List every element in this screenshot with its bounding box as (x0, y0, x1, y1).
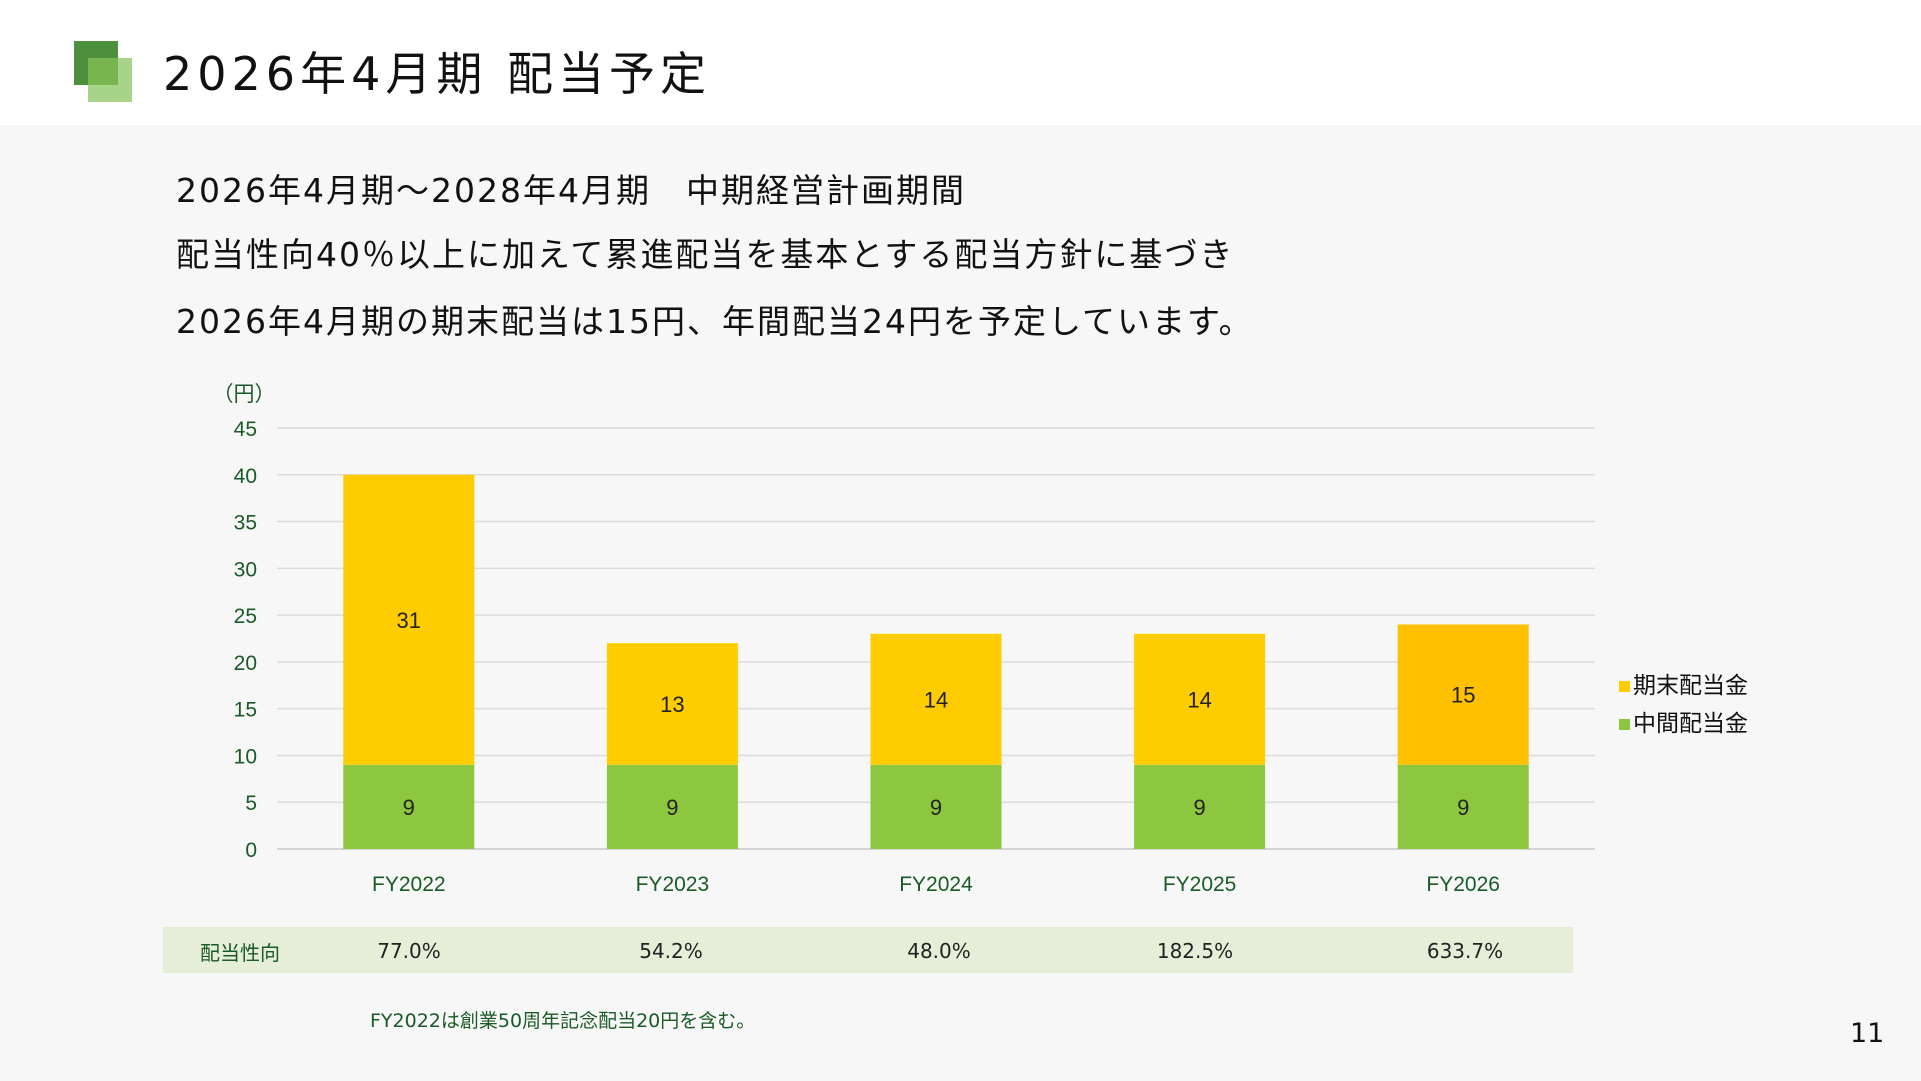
payout-ratio-value: 182.5% (1156, 939, 1234, 963)
y-tick-label: 15 (234, 699, 257, 722)
intro-line-2: 配当性向40％以上に加えて累進配当を基本とする配当方針に基づき (176, 235, 1235, 274)
data-label: 13 (660, 692, 684, 717)
bar-interim-dividend (870, 764, 1002, 849)
bar-interim-dividend (1134, 764, 1266, 849)
legend-swatch (1619, 681, 1630, 692)
x-tick-label: FY2024 (899, 873, 973, 896)
y-tick-label: 20 (234, 652, 257, 675)
y-tick-label: 35 (234, 512, 257, 535)
bar-year-end-dividend (870, 633, 1002, 765)
data-label: 31 (397, 608, 421, 633)
bar-year-end-dividend (1134, 633, 1266, 765)
payout-ratio-value: 54.2% (639, 939, 703, 963)
x-tick-label: FY2022 (372, 873, 446, 896)
data-label: 9 (666, 795, 678, 820)
footnote: FY2022は創業50周年記念配当20円を含む。 (370, 1010, 756, 1032)
y-tick-label: 10 (234, 745, 257, 768)
x-tick-label: FY2026 (1426, 873, 1500, 896)
data-label: 9 (930, 795, 942, 820)
bar-interim-dividend (343, 764, 475, 849)
x-tick-label: FY2025 (1163, 873, 1237, 896)
bar-year-end-dividend (343, 474, 475, 765)
legend-label: 中間配当金 (1633, 711, 1748, 737)
y-axis-unit-label: （円） (213, 382, 276, 406)
intro-line-1: 2026年4月期～2028年4月期 中期経営計画期間 (176, 171, 966, 210)
payout-ratio-value: 77.0% (377, 939, 441, 963)
x-tick-label: FY2023 (636, 873, 710, 896)
data-label: 14 (924, 687, 948, 712)
legend-item-year-end: 期末配当金 (1619, 666, 1748, 700)
payout-ratio-value: 48.0% (907, 939, 971, 963)
y-tick-label: 40 (234, 465, 257, 488)
data-label: 15 (1451, 683, 1475, 708)
bar-year-end-dividend (1397, 624, 1529, 765)
legend-swatch (1619, 719, 1630, 730)
y-tick-label: 5 (245, 792, 257, 815)
bar-interim-dividend (1397, 764, 1529, 849)
payout-ratio-value: 633.7% (1426, 939, 1504, 963)
intro-line-3: 2026年4月期の期末配当は15円、年間配当24円を予定しています。 (176, 302, 1254, 341)
payout-ratio-label: 配当性向 (200, 941, 280, 965)
data-label: 9 (1457, 795, 1469, 820)
y-tick-label: 30 (234, 558, 257, 581)
payout-ratio-row (163, 927, 1573, 973)
legend-item-interim: 中間配当金 (1619, 704, 1748, 738)
data-label: 9 (403, 795, 415, 820)
page-title: 2026年4月期 配当予定 (163, 47, 711, 101)
bar-year-end-dividend (606, 643, 738, 765)
y-tick-label: 0 (245, 839, 257, 862)
y-tick-label: 45 (234, 418, 257, 441)
data-label: 9 (1193, 795, 1205, 820)
header-bar: 2026年4月期 配当予定 (0, 0, 1921, 125)
legend-label: 期末配当金 (1633, 673, 1748, 699)
logo-icon (74, 41, 134, 103)
page-number: 11 (1850, 1018, 1885, 1049)
data-label: 14 (1187, 687, 1211, 712)
bar-interim-dividend (606, 764, 738, 849)
y-tick-label: 25 (234, 605, 257, 628)
